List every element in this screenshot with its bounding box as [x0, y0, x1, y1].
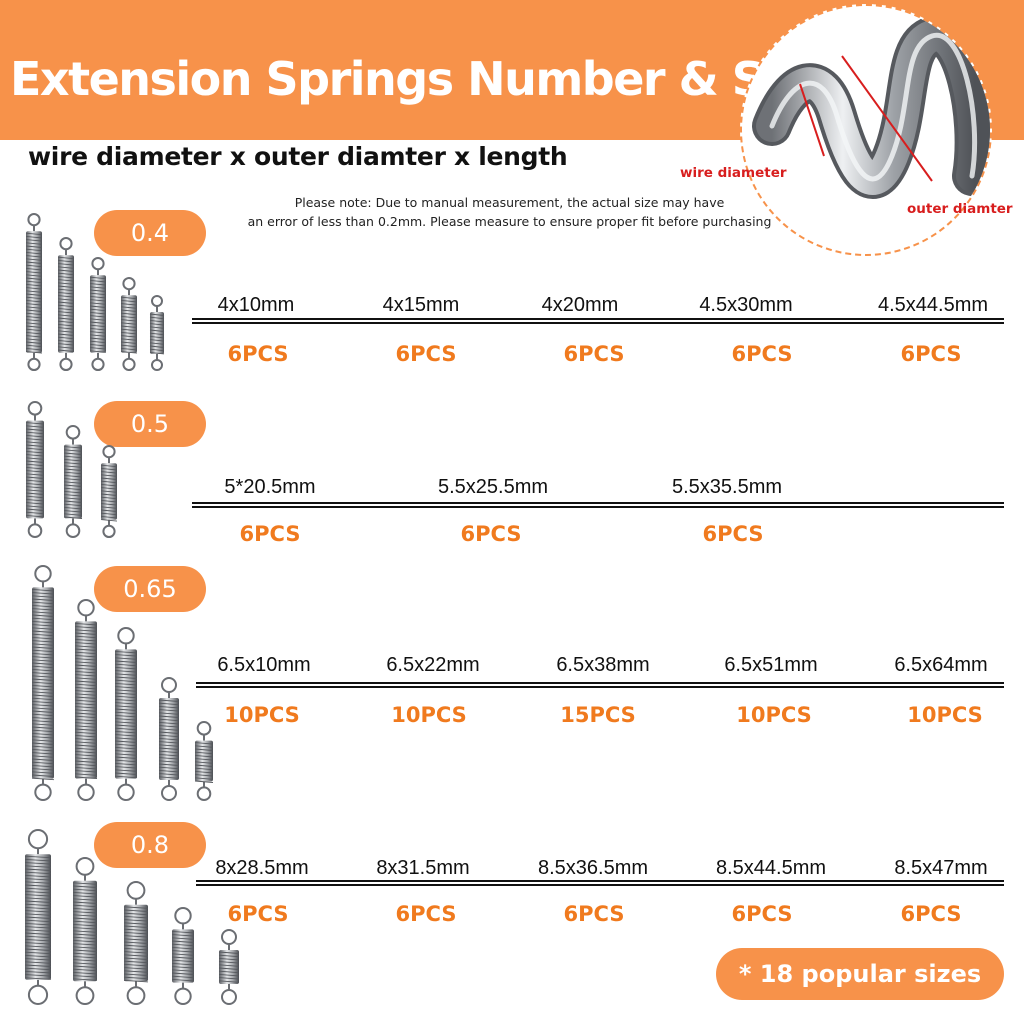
page-subtitle: wire diameter x outer diamter x length [28, 142, 568, 171]
pcs-0-4: 6PCS [900, 342, 962, 366]
size-1-1: 5.5x25.5mm [437, 476, 549, 498]
size-1-0: 5*20.5mm [224, 476, 316, 498]
measurement-note: Please note: Due to manual measurement, … [212, 193, 807, 231]
size-3-2: 8.5x36.5mm [537, 857, 649, 879]
size-3-1: 8x31.5mm [376, 857, 470, 879]
pcs-2-4: 10PCS [907, 703, 983, 727]
spring-0 [25, 213, 43, 371]
pcs-2-1: 10PCS [391, 703, 467, 727]
wire-diameter-label: wire diameter [680, 165, 787, 181]
note-line-1: Please note: Due to manual measurement, … [294, 195, 725, 210]
pcs-2-3: 10PCS [736, 703, 812, 727]
pcs-1-2: 6PCS [702, 522, 764, 546]
pcs-3-1: 6PCS [395, 902, 457, 926]
spring-15 [123, 881, 149, 1005]
size-0-0: 4x10mm [217, 294, 295, 316]
note-line-2: an error of less than 0.2mm. Please meas… [247, 214, 772, 229]
spring-10 [114, 627, 138, 801]
spring-9 [74, 599, 98, 801]
size-2-4: 6.5x64mm [894, 654, 988, 676]
size-2-3: 6.5x51mm [724, 654, 818, 676]
spring-4 [149, 295, 165, 371]
pcs-1-0: 6PCS [239, 522, 301, 546]
pcs-3-0: 6PCS [227, 902, 289, 926]
wire-closeup-diagram [740, 4, 992, 256]
outer-diameter-label: outer diamter [907, 201, 1013, 217]
wire-badge-1: 0.5 [94, 401, 206, 447]
size-0-4: 4.5x44.5mm [877, 294, 989, 316]
spring-2 [89, 257, 107, 371]
size-2-1: 6.5x22mm [386, 654, 480, 676]
pcs-0-3: 6PCS [731, 342, 793, 366]
size-3-3: 8.5x44.5mm [715, 857, 827, 879]
wire-badge-2: 0.65 [94, 566, 206, 612]
spring-13 [24, 829, 52, 1006]
wire-badge-0: 0.4 [94, 210, 206, 256]
spring-11 [158, 677, 180, 801]
pcs-0-0: 6PCS [227, 342, 289, 366]
pcs-3-2: 6PCS [563, 902, 625, 926]
divider-row-2 [196, 682, 1004, 688]
size-0-1: 4x15mm [382, 294, 460, 316]
size-3-4: 8.5x47mm [894, 857, 988, 879]
size-3-0: 8x28.5mm [215, 857, 309, 879]
size-0-3: 4.5x30mm [699, 294, 793, 316]
pcs-0-1: 6PCS [395, 342, 457, 366]
size-2-2: 6.5x38mm [556, 654, 650, 676]
size-0-2: 4x20mm [541, 294, 619, 316]
wire-badge-3: 0.8 [94, 822, 206, 868]
spring-14 [72, 857, 98, 1005]
divider-row-0 [192, 318, 1004, 324]
pcs-2-0: 10PCS [224, 703, 300, 727]
divider-row-1 [192, 502, 1004, 508]
spring-8 [31, 565, 55, 801]
spring-5 [25, 401, 45, 539]
spring-17 [218, 929, 240, 1005]
pcs-2-2: 15PCS [560, 703, 636, 727]
page-title: Extension Springs Number & Size [10, 52, 834, 106]
divider-row-3 [196, 880, 1004, 886]
pcs-0-2: 6PCS [563, 342, 625, 366]
spring-12 [194, 721, 214, 802]
popular-sizes-badge: * 18 popular sizes [716, 948, 1004, 1000]
spring-closeup-image [752, 15, 990, 199]
pcs-1-1: 6PCS [460, 522, 522, 546]
size-1-2: 5.5x35.5mm [671, 476, 783, 498]
size-2-0: 6.5x10mm [217, 654, 311, 676]
spring-7 [100, 445, 118, 539]
pcs-3-4: 6PCS [900, 902, 962, 926]
spring-3 [120, 277, 138, 371]
pcs-3-3: 6PCS [731, 902, 793, 926]
spring-6 [63, 425, 83, 539]
spring-1 [57, 237, 75, 371]
spring-16 [171, 907, 195, 1005]
